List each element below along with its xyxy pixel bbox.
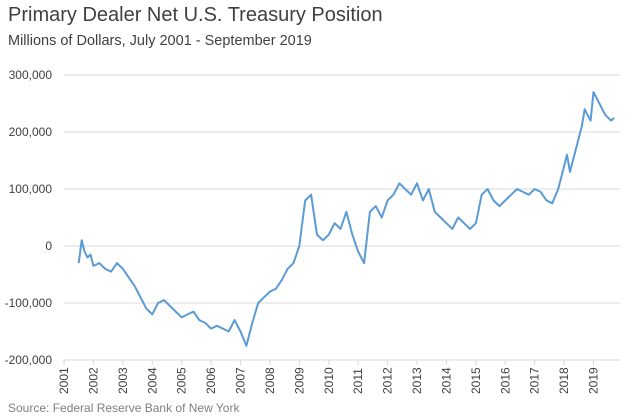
y-tick-label: -100,000 (5, 296, 53, 310)
y-tick-label: 100,000 (9, 182, 53, 196)
x-tick-label: 2008 (263, 367, 277, 394)
x-tick-label: 2017 (528, 367, 542, 394)
x-tick-label: 2019 (587, 367, 601, 394)
x-tick-label: 2014 (439, 367, 453, 394)
gridlines (64, 74, 620, 304)
chart-subtitle: Millions of Dollars, July 2001 - Septemb… (8, 33, 312, 49)
x-tick-label: 2013 (410, 367, 424, 394)
x-tick-label: 2009 (292, 367, 306, 394)
series-line (77, 91, 615, 347)
x-tick-label: 2012 (381, 367, 395, 394)
y-tick-label: 200,000 (9, 125, 53, 139)
x-tick-label: 2010 (322, 367, 336, 394)
x-tick-label: 2016 (498, 367, 512, 394)
x-tick-label: 2015 (469, 367, 483, 394)
x-tick-label: 2003 (116, 367, 130, 394)
x-tick-label: 2005 (175, 367, 189, 394)
x-tick-label: 2007 (234, 367, 248, 394)
chart-title: Primary Dealer Net U.S. Treasury Positio… (8, 4, 383, 26)
y-tick-label: -200,000 (5, 353, 53, 367)
source-note: Source: Federal Reserve Bank of New York (8, 401, 240, 415)
x-tick-label: 2006 (204, 367, 218, 394)
y-axis-ticks: 300,000 200,000 100,000 0 -100,000 -200,000 (5, 68, 53, 367)
x-tick-label: 2001 (57, 367, 71, 394)
y-tick-label: 0 (45, 239, 52, 253)
x-tick-label: 2011 (351, 368, 365, 394)
x-axis-ticks: 2001 2002 2003 2004 2005 2006 2007 2008 2009 2010… (57, 360, 601, 394)
x-tick-label: 2002 (86, 367, 100, 394)
x-tick-label: 2004 (145, 367, 159, 394)
y-tick-label: 300,000 (9, 68, 53, 82)
x-tick-label: 2018 (557, 367, 571, 394)
